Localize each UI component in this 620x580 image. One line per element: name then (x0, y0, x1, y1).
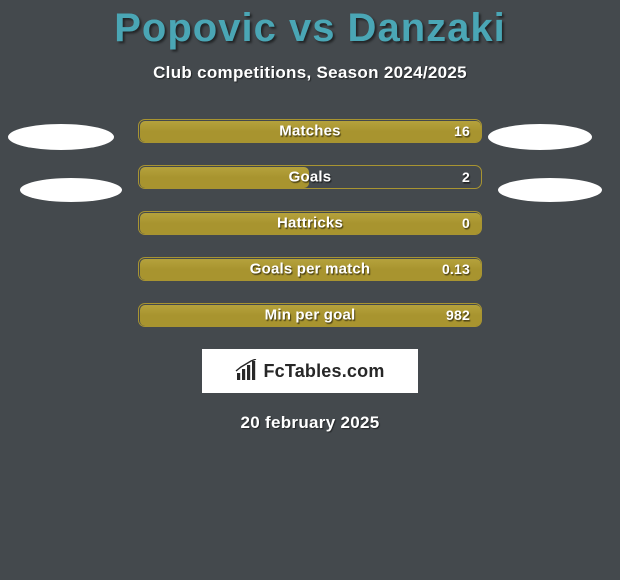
stat-row: Goals per match 0.13 (138, 257, 482, 281)
stat-row: Matches 16 (138, 119, 482, 143)
stat-value: 2 (462, 169, 470, 185)
stat-value: 16 (454, 123, 470, 139)
brand-box[interactable]: FcTables.com (202, 349, 418, 393)
footer-date: 20 february 2025 (0, 413, 620, 433)
stat-label: Min per goal (265, 307, 356, 324)
stat-bar-fill (140, 167, 309, 188)
stat-value: 0 (462, 215, 470, 231)
stat-row: Hattricks 0 (138, 211, 482, 235)
stat-label: Matches (279, 123, 340, 140)
side-ellipse (8, 124, 114, 150)
side-ellipse (488, 124, 592, 150)
side-ellipse (20, 178, 122, 202)
page-title: Popovic vs Danzaki (0, 0, 620, 51)
stat-label: Hattricks (277, 215, 343, 232)
brand-text: FcTables.com (263, 361, 384, 382)
stat-value: 982 (446, 307, 470, 323)
side-ellipse (498, 178, 602, 202)
stat-row: Goals 2 (138, 165, 482, 189)
stats-area: Matches 16 Goals 2 Hattricks 0 Goals per match… (0, 119, 620, 327)
stat-value: 0.13 (442, 261, 470, 277)
stat-row: Min per goal 982 (138, 303, 482, 327)
subtitle: Club competitions, Season 2024/2025 (0, 63, 620, 83)
stat-label: Goals (289, 169, 332, 186)
bar-chart-icon (235, 359, 259, 383)
stat-label: Goals per match (250, 261, 371, 278)
